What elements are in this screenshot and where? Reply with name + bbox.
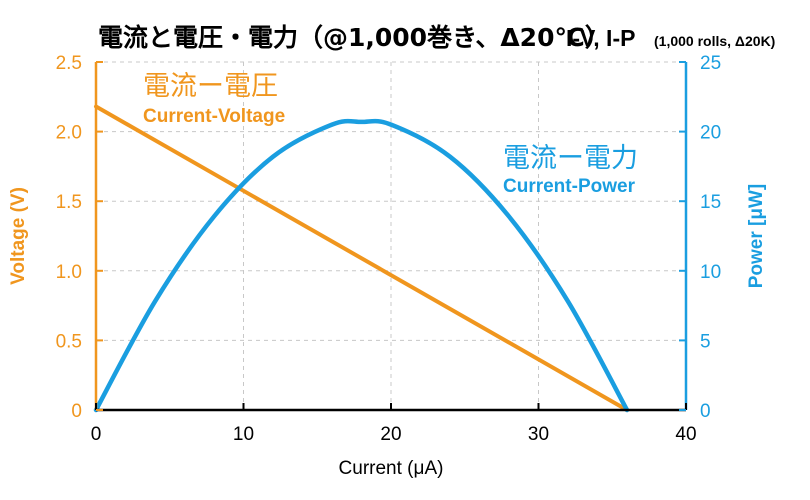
left-y-tick-label: 1.5 xyxy=(56,192,82,213)
x-tick-label: 30 xyxy=(528,424,549,445)
plot-area xyxy=(93,104,630,413)
chart-title-en-small: (1,000 rolls, Δ20K) xyxy=(654,33,775,49)
right-y-tick-label: 0 xyxy=(700,401,711,422)
right-y-tick-label: 15 xyxy=(700,192,721,213)
power-series-label-en: Current-Power xyxy=(503,176,636,197)
chart-title: 電流と電圧・電力（@1,000巻き、Δ20℃） xyxy=(98,23,610,52)
x-axis-label: Current (μA) xyxy=(339,458,444,479)
right-y-axis-label: Power [μW] xyxy=(746,184,767,289)
chart-title-en: I-V, I-P xyxy=(566,25,635,51)
right-y-tick-label: 5 xyxy=(700,331,711,352)
right-y-tick-label: 25 xyxy=(700,53,721,74)
left-y-tick-label: 2.5 xyxy=(56,53,82,74)
x-tick-label: 10 xyxy=(233,424,254,445)
x-tick-label: 0 xyxy=(91,424,102,445)
left-y-axis-label: Voltage (V) xyxy=(8,187,29,285)
voltage-series-label: 電流ー電圧 xyxy=(143,71,278,102)
left-y-tick-label: 0 xyxy=(71,401,82,422)
right-y-tick-label: 10 xyxy=(700,262,721,283)
left-y-tick-label: 2.0 xyxy=(56,123,82,144)
left-y-tick-label: 0.5 xyxy=(56,331,82,352)
left-y-tick-label: 1.0 xyxy=(56,262,82,283)
voltage-series-label-en: Current-Voltage xyxy=(143,106,285,127)
voltage-series-line xyxy=(94,104,629,412)
power-series-label: 電流ー電力 xyxy=(503,143,638,174)
x-tick-label: 40 xyxy=(675,424,696,445)
x-tick-label: 20 xyxy=(380,424,401,445)
right-y-tick-label: 20 xyxy=(700,123,721,144)
power-series-line xyxy=(93,118,630,413)
